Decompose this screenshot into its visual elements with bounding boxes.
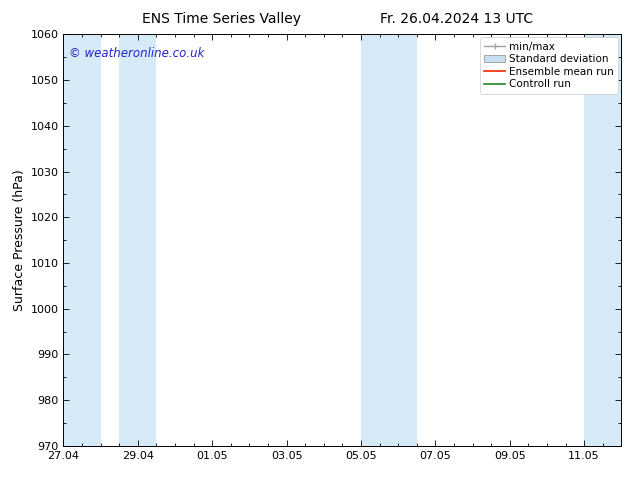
Text: Fr. 26.04.2024 13 UTC: Fr. 26.04.2024 13 UTC — [380, 12, 533, 26]
Text: ENS Time Series Valley: ENS Time Series Valley — [143, 12, 301, 26]
Bar — [119, 34, 157, 446]
Bar — [63, 34, 101, 446]
Bar — [361, 34, 417, 446]
Y-axis label: Surface Pressure (hPa): Surface Pressure (hPa) — [13, 169, 26, 311]
Text: © weatheronline.co.uk: © weatheronline.co.uk — [69, 47, 204, 60]
Bar — [584, 34, 621, 446]
Legend: min/max, Standard deviation, Ensemble mean run, Controll run: min/max, Standard deviation, Ensemble me… — [480, 37, 618, 94]
